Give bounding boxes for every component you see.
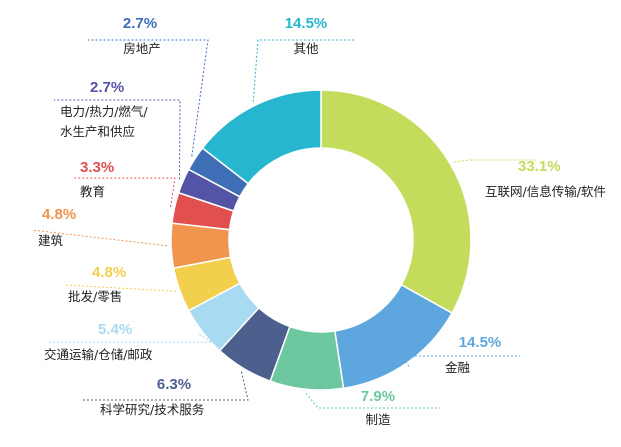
slice-category-label-9-line-2: 水生产和供应 — [60, 124, 135, 139]
slice-category-label-6: 批发/零售 — [68, 289, 122, 304]
slice-value-label-6: 4.8% — [92, 264, 126, 281]
slice-value-label-7: 4.8% — [42, 206, 76, 223]
slice-value-label-9: 2.7% — [90, 79, 124, 96]
slice-labels: 33.1% 互联网/信息传输/软件 14.5% 金融 7.9% 制造 6.3% 科学研究/技术… — [38, 15, 606, 427]
slice-category-label-5: 交通运输/仓储/邮政 — [44, 347, 153, 362]
slice-value-label-5: 5.4% — [98, 321, 132, 338]
slice-category-label-9-line-1: 电力/热力/燃气/ — [60, 104, 148, 119]
leader-line-11 — [252, 39, 356, 102]
slice-category-label-8: 教育 — [80, 184, 105, 199]
leader-line-10 — [88, 39, 209, 157]
leader-lines — [31, 39, 536, 409]
slice-category-label-11: 其他 — [293, 41, 319, 56]
slice-value-label-11: 14.5% — [285, 15, 328, 32]
slice-value-label-3: 7.9% — [361, 388, 395, 405]
leader-line-5 — [48, 333, 214, 343]
slice-category-label-3: 制造 — [365, 412, 391, 427]
slice-category-label-2: 金融 — [445, 360, 471, 375]
slice-value-label-4: 6.3% — [157, 376, 191, 393]
donut-slice-11 — [201, 89, 322, 185]
slice-category-label-1: 互联网/信息传输/软件 — [485, 184, 606, 199]
donut-slices — [170, 89, 472, 391]
slice-value-label-1: 33.1% — [518, 158, 561, 175]
leader-line-2 — [402, 355, 520, 367]
donut-slice-1 — [320, 89, 472, 315]
slice-value-label-2: 14.5% — [459, 334, 502, 351]
leader-line-8 — [74, 177, 176, 207]
slice-category-label-4: 科学研究/技术服务 — [100, 402, 204, 417]
leader-line-3 — [305, 392, 440, 409]
slice-value-label-10: 2.7% — [123, 15, 157, 32]
leader-line-7 — [31, 229, 168, 247]
leader-line-1 — [453, 159, 536, 163]
slice-category-label-7: 建筑 — [38, 233, 64, 248]
leader-line-4 — [82, 371, 249, 401]
slice-category-label-10: 房地产 — [123, 41, 161, 56]
slice-value-label-8: 3.3% — [80, 159, 114, 176]
